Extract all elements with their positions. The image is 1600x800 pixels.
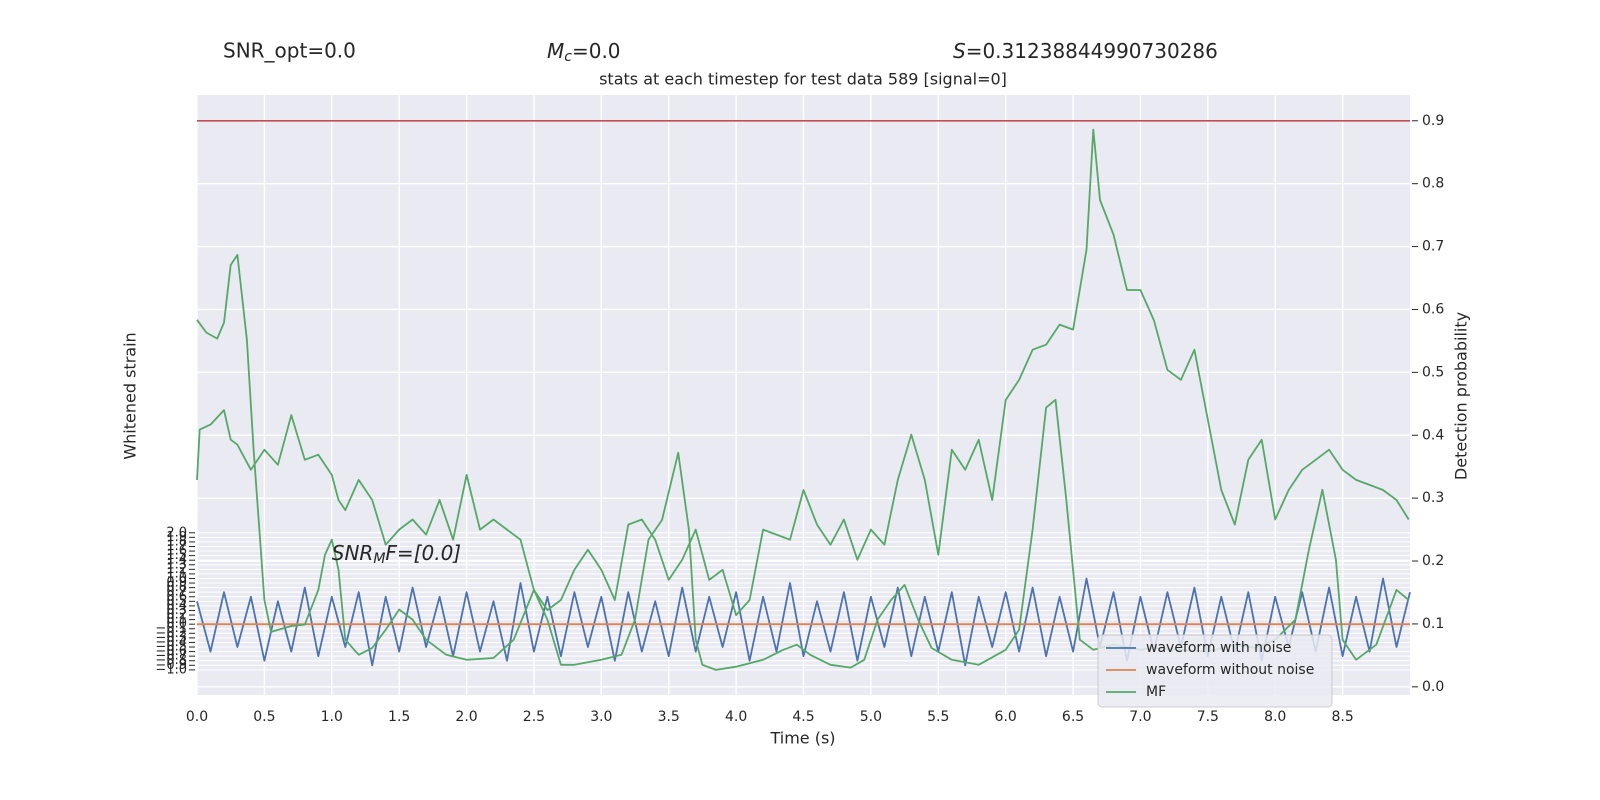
y-tick-label: 1.1 — [166, 566, 187, 581]
x-tick-label: 3.5 — [658, 709, 680, 725]
x-tick-label: 1.0 — [321, 709, 343, 725]
value: =0.0 — [572, 39, 621, 63]
y-tick-label: 0.2 — [166, 608, 187, 623]
y2-tick-label: 0.4 — [1422, 427, 1444, 443]
legend-label: waveform without noise — [1146, 662, 1314, 678]
y-tick-label: 0.0 — [166, 617, 187, 632]
y-tick-label: −0.6 — [155, 644, 187, 659]
subscript: c — [564, 49, 572, 65]
header-snr: SNR_opt=0.0 — [223, 39, 356, 63]
y-tick-label: 0.8 — [166, 580, 187, 595]
x-tick-label: 0.5 — [253, 709, 275, 725]
x-tick-label: 6.5 — [1062, 709, 1084, 725]
y-axis-label: Whitened strain — [121, 332, 140, 459]
x-axis-label: Time (s) — [769, 729, 835, 748]
y-tick-label: −0.9 — [155, 658, 187, 673]
y2-tick-label: 0.1 — [1422, 616, 1444, 632]
x-tick-label: 8.0 — [1264, 709, 1286, 725]
y-tick-label: 2.0 — [166, 525, 187, 540]
y2-tick-label: 0.7 — [1422, 239, 1444, 255]
x-tick-label: 8.5 — [1331, 709, 1353, 725]
y-tick-label: 1.8 — [166, 534, 187, 549]
y2-axis-label: Detection probability — [1452, 312, 1471, 480]
symbol: SNR — [332, 540, 374, 564]
x-tick-label: 6.0 — [995, 709, 1017, 725]
y-tick-label: 0.5 — [166, 594, 187, 609]
y2-tick-label: 0.2 — [1422, 553, 1444, 569]
y-tick-label: −0.2 — [155, 626, 187, 641]
y-tick-label: 0.3 — [166, 603, 187, 618]
symbol: M — [547, 39, 564, 63]
x-tick-label: 5.5 — [927, 709, 949, 725]
x-tick-label: 0.0 — [186, 709, 208, 725]
y-tick-label: 0.1 — [166, 612, 187, 627]
y-tick-label: 0.6 — [166, 589, 187, 604]
y-tick-label: −0.4 — [155, 635, 187, 650]
y-tick-label: 1.7 — [166, 539, 187, 554]
probability-line — [196, 128, 1410, 616]
annotation: SNRMF=[0.0] — [332, 540, 461, 567]
y-tick-label: −0.3 — [155, 630, 187, 645]
y-tick-label: −0.1 — [155, 621, 187, 636]
x-tick-label: 4.5 — [792, 709, 814, 725]
y-tick-label: 1.3 — [166, 557, 187, 572]
x-tick-label: 4.0 — [725, 709, 747, 725]
y2-tick-label: 0.5 — [1422, 364, 1444, 380]
header-mc: Mc=0.0 — [547, 39, 621, 66]
x-tick-label: 5.0 — [860, 709, 882, 725]
legend: waveform with noise waveform without nois… — [1097, 634, 1333, 708]
x-tick-label: 7.0 — [1129, 709, 1151, 725]
y2-tick-label: 0.3 — [1422, 490, 1444, 506]
y-tick-label: 1.6 — [166, 544, 187, 559]
x-tick-label: 1.5 — [388, 709, 410, 725]
value: F=[0.0] — [385, 540, 461, 564]
y-tick-label: 0.4 — [166, 598, 187, 613]
legend-label: MF — [1146, 684, 1166, 700]
y-tick-label: 0.9 — [166, 576, 187, 591]
y-tick-label: 1.0 — [166, 571, 187, 586]
y-tick-label: 1.4 — [166, 553, 187, 568]
y2-tick-label: 0.0 — [1422, 679, 1444, 695]
value: =0.31238844990730286 — [966, 39, 1218, 63]
chart-title: stats at each timestep for test data 589… — [599, 70, 1007, 89]
x-tick-label: 2.0 — [455, 709, 477, 725]
y-tick-label: −0.7 — [155, 649, 187, 664]
legend-label: waveform with noise — [1146, 640, 1291, 656]
y-tick-label: 1.9 — [166, 530, 187, 545]
header-s: S=0.31238844990730286 — [953, 39, 1218, 63]
y-tick-label: −0.5 — [155, 640, 187, 655]
legend-box — [1097, 634, 1333, 708]
symbol: S — [953, 39, 966, 63]
y-tick-label: −1.0 — [155, 662, 187, 677]
subscript: M — [373, 551, 385, 567]
y-tick-label: 0.7 — [166, 585, 187, 600]
x-tick-label: 2.5 — [523, 709, 545, 725]
y-tick-label: −0.8 — [155, 653, 187, 668]
x-tick-label: 3.0 — [590, 709, 612, 725]
y-tick-label: 1.2 — [166, 562, 187, 577]
y2-tick-label: 0.8 — [1422, 176, 1444, 192]
y2-tick-label: 0.6 — [1422, 301, 1444, 317]
y-tick-label: 1.5 — [166, 548, 187, 563]
y2-tick-label: 0.9 — [1422, 113, 1444, 129]
x-tick-label: 7.5 — [1197, 709, 1219, 725]
